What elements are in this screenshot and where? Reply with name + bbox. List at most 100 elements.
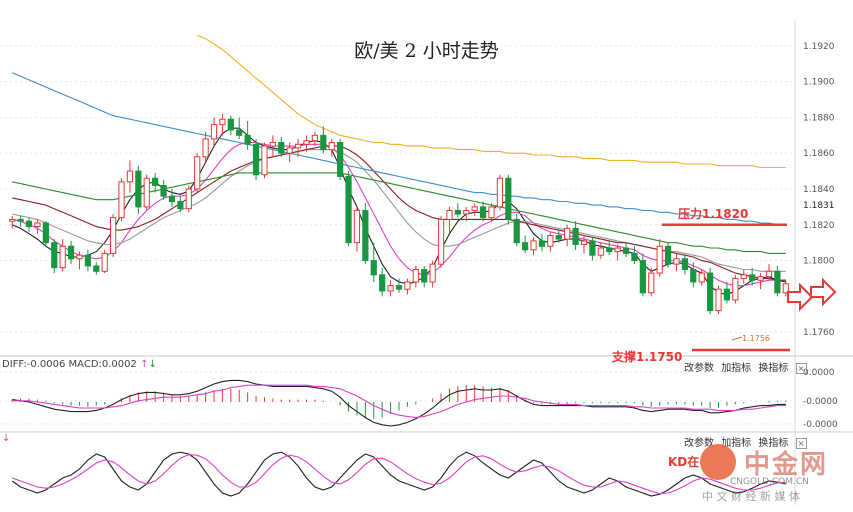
- kd-add-indicator-button[interactable]: 加指标: [721, 438, 752, 449]
- arrow-up-icon: ↑: [140, 359, 149, 370]
- candle: [429, 260, 436, 288]
- low-marker-label: 1.1756: [742, 334, 770, 343]
- support-resistance-annotations: [662, 223, 837, 352]
- candle: [67, 240, 75, 265]
- candle: [261, 142, 268, 179]
- candle: [580, 235, 588, 254]
- candle: [34, 219, 41, 234]
- candle: [25, 217, 33, 232]
- candlestick-series: [9, 113, 789, 315]
- candle-body: [496, 177, 504, 208]
- candle: [522, 235, 529, 254]
- candle: [538, 233, 546, 252]
- candle: [404, 278, 411, 295]
- candle: [707, 267, 714, 315]
- candle-body: [76, 254, 83, 260]
- candle-body: [782, 283, 789, 294]
- macd-edit-params-button[interactable]: 改参数: [684, 363, 714, 374]
- candle-body: [639, 260, 646, 294]
- kd-toolbar: 改参数 加指标 换指标 ×: [684, 434, 811, 449]
- diff-value: DIFF:-0.0006: [2, 359, 66, 370]
- candle: [673, 253, 680, 272]
- candle-body: [152, 177, 159, 186]
- candle: [345, 171, 352, 247]
- candle: [395, 278, 403, 293]
- candle: [76, 251, 83, 270]
- y-tick-label: 1.1920: [803, 42, 835, 52]
- candle-body: [740, 274, 747, 279]
- candle: [379, 267, 386, 297]
- candle-body: [765, 270, 773, 278]
- candle: [51, 239, 58, 274]
- candle: [303, 135, 310, 152]
- candle-body: [404, 281, 411, 290]
- kd-close-icon[interactable]: ×: [795, 437, 807, 449]
- watermark-name: 中金网: [744, 450, 829, 480]
- y-tick-label: 1.1880: [803, 113, 835, 123]
- candle: [185, 185, 192, 213]
- candle-body: [757, 276, 764, 281]
- candle: [101, 249, 108, 274]
- y-tick-label: 1.1800: [803, 257, 835, 267]
- candle-body: [236, 129, 243, 136]
- candle-body: [59, 245, 66, 269]
- candle-body: [110, 217, 117, 254]
- candle-body: [774, 270, 781, 294]
- candle-body: [42, 222, 49, 244]
- candle-body: [513, 218, 520, 244]
- candle-body: [749, 274, 756, 281]
- candle-body: [547, 235, 554, 247]
- candle-body: [488, 206, 495, 219]
- candle: [17, 215, 24, 227]
- kd-label: ↓: [2, 433, 10, 444]
- candle: [177, 196, 184, 213]
- ma-line-6: [196, 34, 786, 169]
- candle: [505, 174, 512, 225]
- candle-body: [412, 269, 419, 283]
- kd-edit-params-button[interactable]: 改参数: [684, 438, 714, 449]
- candle-body: [294, 143, 302, 149]
- kd-switch-indicator-button[interactable]: 换指标: [758, 438, 789, 449]
- macd-add-indicator-button[interactable]: 加指标: [721, 363, 752, 374]
- candle: [110, 214, 117, 257]
- candle-body: [51, 242, 58, 269]
- candle: [152, 172, 159, 193]
- macd-label: DIFF:-0.0006 MACD:0.0002 ↑↓: [2, 359, 157, 370]
- candle: [320, 126, 327, 154]
- low-marker-pointer: [731, 336, 743, 341]
- candle: [454, 203, 461, 218]
- candle-body: [538, 240, 546, 247]
- candle: [252, 138, 260, 181]
- macd-close-icon[interactable]: ×: [795, 362, 807, 374]
- candle-body: [337, 141, 344, 177]
- macd-switch-indicator-button[interactable]: 换指标: [758, 363, 789, 374]
- candle-body: [572, 227, 579, 245]
- candle: [496, 174, 504, 211]
- macd-toolbar: 改参数 加指标 换指标 ×: [684, 359, 811, 374]
- candle: [622, 242, 630, 257]
- candle-body: [664, 245, 672, 265]
- candle-body: [168, 195, 176, 203]
- candle: [294, 138, 302, 157]
- candle: [774, 265, 781, 297]
- candle-body: [454, 209, 461, 215]
- candle-body: [732, 277, 739, 301]
- candle: [9, 215, 16, 229]
- macd-tick-label: -0.0000: [803, 420, 838, 430]
- ma-line-0: [11, 127, 786, 296]
- candle-body: [698, 272, 705, 283]
- candle-body: [589, 240, 596, 256]
- macd-diff-line: [12, 379, 786, 427]
- candle-body: [9, 218, 16, 222]
- y-tick-label: 1.1820: [803, 221, 835, 231]
- candle: [286, 142, 293, 163]
- candle: [513, 214, 520, 247]
- candle-body: [353, 209, 361, 244]
- candle: [488, 203, 495, 222]
- candle: [42, 221, 49, 247]
- candle-body: [328, 141, 335, 151]
- candle-body: [252, 143, 260, 176]
- candle: [370, 242, 377, 283]
- arrow-right-icon-outer: [810, 277, 837, 307]
